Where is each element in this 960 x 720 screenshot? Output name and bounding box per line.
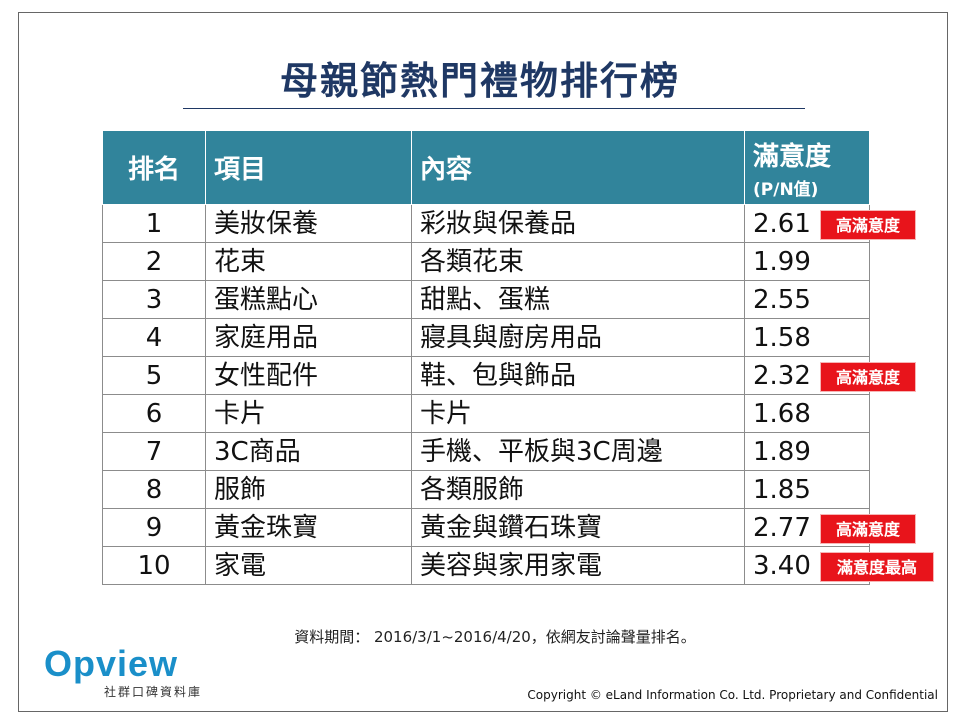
item-cell: 女性配件 [205, 356, 412, 395]
item-cell: 蛋糕點心 [205, 280, 412, 319]
table-row: 5 女性配件 鞋、包與飾品 2.32 高滿意度 [102, 356, 916, 395]
copyright-notice: Copyright © eLand Information Co. Ltd. P… [527, 688, 938, 702]
score-cell: 1.89 [744, 432, 870, 471]
item-cell: 家庭用品 [205, 318, 412, 357]
score-value: 2.32 [753, 360, 811, 391]
page-title: 母親節熱門禮物排行榜 [279, 59, 680, 103]
score-cell: 2.77 高滿意度 [744, 508, 916, 547]
content-cell: 黃金與鑽石珠寶 [411, 508, 745, 547]
score-value: 1.85 [753, 474, 811, 505]
rank-cell: 4 [102, 318, 206, 357]
score-cell: 1.58 [744, 318, 870, 357]
score-cell: 1.99 [744, 242, 870, 281]
rank-cell: 3 [102, 280, 206, 319]
rank-cell: 2 [102, 242, 206, 281]
score-value: 1.68 [753, 398, 811, 429]
item-cell: 黃金珠寶 [205, 508, 412, 547]
table-row: 10 家電 美容與家用家電 3.40 滿意度最高 [102, 546, 934, 585]
table-row: 4 家庭用品 寢具與廚房用品 1.58 [102, 318, 870, 357]
item-cell: 花束 [205, 242, 412, 281]
content-cell: 寢具與廚房用品 [411, 318, 745, 357]
content-cell: 甜點、蛋糕 [411, 280, 745, 319]
rank-cell: 9 [102, 508, 206, 547]
score-value: 1.99 [753, 246, 811, 277]
content-cell: 各類服飾 [411, 470, 745, 509]
header-score-unit: (P/N值) [753, 179, 819, 200]
score-cell: 1.68 [744, 394, 870, 433]
score-value: 2.55 [753, 284, 811, 315]
satisfaction-badge: 高滿意度 [820, 210, 916, 240]
table-row: 9 黃金珠寶 黃金與鑽石珠寶 2.77 高滿意度 [102, 508, 916, 547]
table-header-row: 排名 項目 內容 滿意度 (P/N值) [102, 130, 870, 205]
item-cell: 卡片 [205, 394, 412, 433]
title-underline [183, 108, 805, 109]
header-rank: 排名 [102, 130, 206, 205]
rank-cell: 8 [102, 470, 206, 509]
item-cell: 3C商品 [205, 432, 412, 471]
satisfaction-badge: 高滿意度 [820, 514, 916, 544]
score-cell: 2.32 高滿意度 [744, 356, 916, 395]
rank-cell: 10 [102, 546, 206, 585]
rank-cell: 7 [102, 432, 206, 471]
table-row: 2 花束 各類花束 1.99 [102, 242, 870, 281]
rank-cell: 5 [102, 356, 206, 395]
top-satisfaction-badge: 滿意度最高 [820, 552, 934, 582]
score-cell: 2.55 [744, 280, 870, 319]
content-cell: 鞋、包與飾品 [411, 356, 745, 395]
opview-logo: Opview 社群口碑資料庫 [44, 645, 214, 700]
content-cell: 彩妝與保養品 [411, 204, 745, 243]
score-cell: 1.85 [744, 470, 870, 509]
table-row: 8 服飾 各類服飾 1.85 [102, 470, 870, 509]
item-cell: 服飾 [205, 470, 412, 509]
item-cell: 美妝保養 [205, 204, 412, 243]
content-cell: 手機、平板與3C周邊 [411, 432, 745, 471]
score-cell: 3.40 滿意度最高 [744, 546, 934, 585]
content-cell: 卡片 [411, 394, 745, 433]
ranking-table: 排名 項目 內容 滿意度 (P/N值) 1 美妝保養 彩妝與保養品 2.61 高… [102, 130, 934, 585]
table-row: 7 3C商品 手機、平板與3C周邊 1.89 [102, 432, 870, 471]
logo-subtitle: 社群口碑資料庫 [104, 685, 203, 699]
header-score-label: 滿意度 [753, 141, 832, 172]
score-cell: 2.61 高滿意度 [744, 204, 916, 243]
table-row: 1 美妝保養 彩妝與保養品 2.61 高滿意度 [102, 204, 916, 243]
data-period-note: 資料期間： 2016/3/1~2016/4/20，依網友討論聲量排名。 [294, 628, 696, 646]
content-cell: 各類花束 [411, 242, 745, 281]
rank-cell: 6 [102, 394, 206, 433]
item-cell: 家電 [205, 546, 412, 585]
score-value: 2.61 [753, 208, 811, 239]
header-item: 項目 [205, 130, 412, 205]
table-row: 3 蛋糕點心 甜點、蛋糕 2.55 [102, 280, 870, 319]
score-value: 1.58 [753, 322, 811, 353]
score-value: 3.40 [753, 550, 811, 581]
content-cell: 美容與家用家電 [411, 546, 745, 585]
table-row: 6 卡片 卡片 1.68 [102, 394, 870, 433]
header-score: 滿意度 (P/N值) [744, 130, 870, 205]
score-value: 1.89 [753, 436, 811, 467]
logo-wordmark: Opview [44, 643, 179, 684]
satisfaction-badge: 高滿意度 [820, 362, 916, 392]
score-value: 2.77 [753, 512, 811, 543]
rank-cell: 1 [102, 204, 206, 243]
header-content: 內容 [411, 130, 745, 205]
